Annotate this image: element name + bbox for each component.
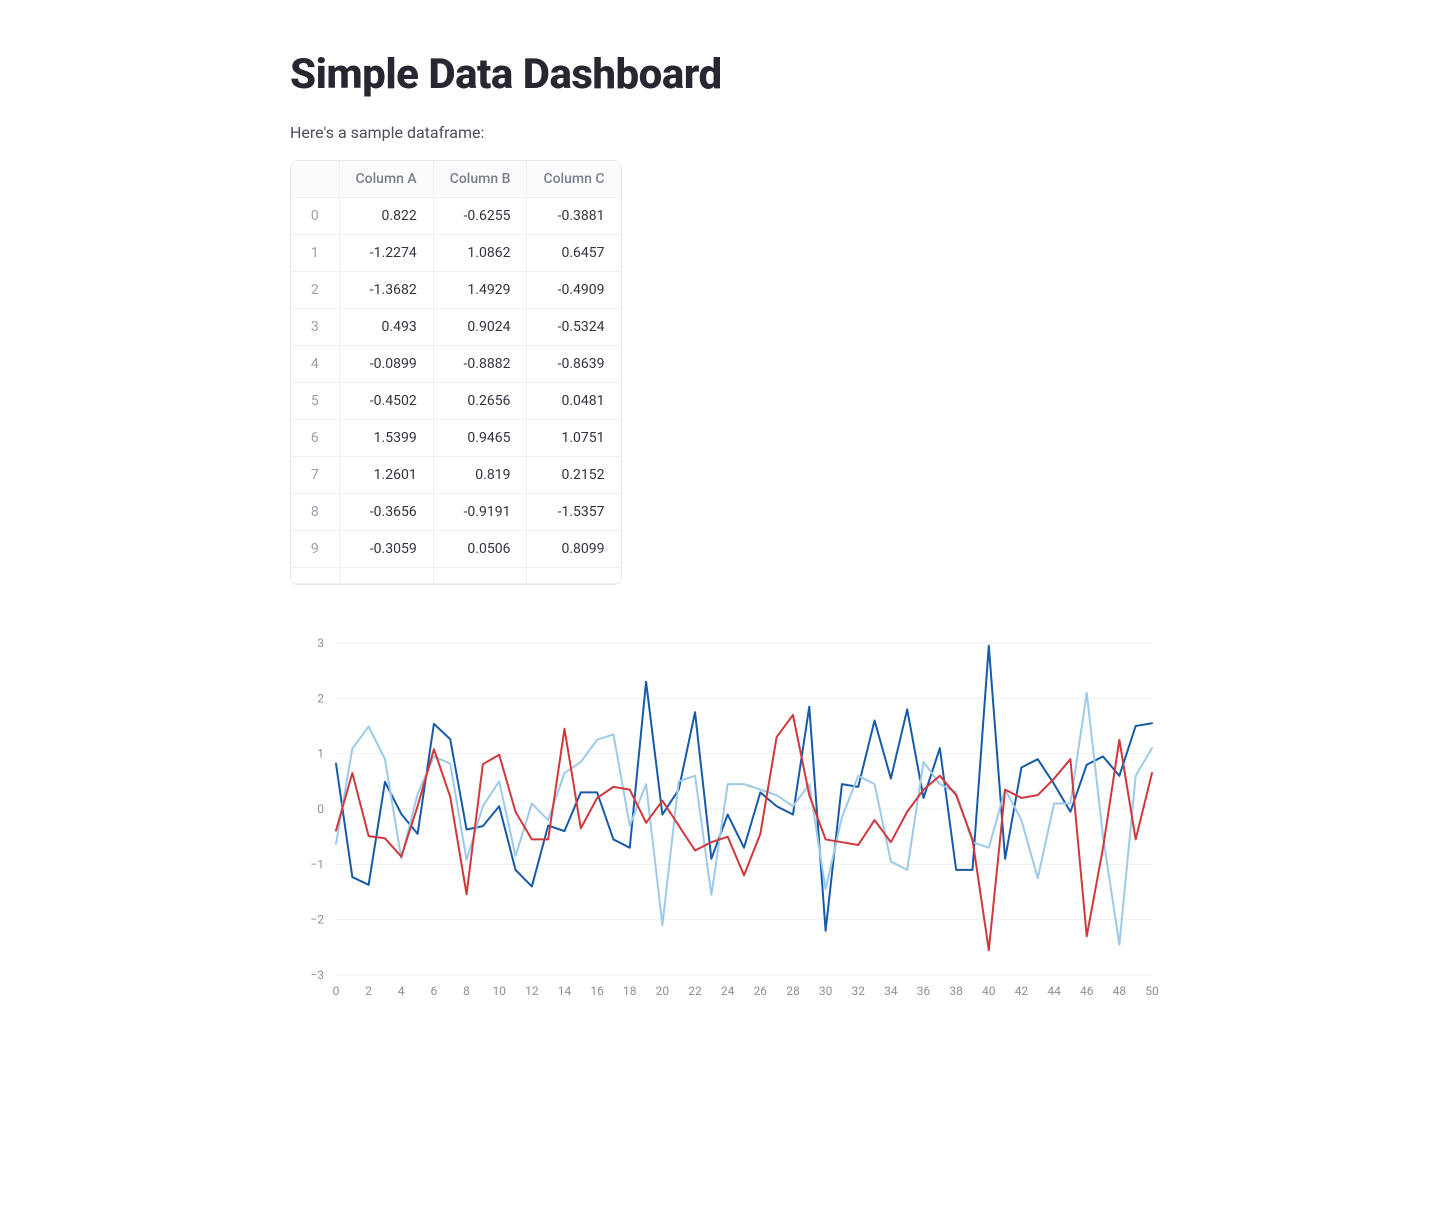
table-cell[interactable]: 1.5399	[339, 420, 433, 457]
table-cell[interactable]: 0.0506	[433, 531, 527, 568]
table-cell[interactable]: -0.3881	[527, 198, 621, 235]
page-root: Simple Data Dashboard Here's a sample da…	[270, 0, 1170, 1049]
x-tick-label: 34	[884, 984, 898, 998]
x-tick-label: 18	[623, 984, 637, 998]
table-cell[interactable]: 0.8099	[527, 531, 621, 568]
x-tick-label: 42	[1015, 984, 1029, 998]
table-cell[interactable]: 0.822	[339, 198, 433, 235]
dataframe-container[interactable]: Column AColumn BColumn C 00.822-0.6255-0…	[290, 160, 622, 585]
table-cell[interactable]: -0.3059	[339, 531, 433, 568]
row-index-cell: 1	[291, 235, 339, 272]
y-tick-label: −2	[310, 913, 324, 927]
table-trailing-blank-row	[291, 568, 621, 584]
row-index-cell: 2	[291, 272, 339, 309]
table-cell[interactable]: 0.2152	[527, 457, 621, 494]
x-tick-label: 12	[525, 984, 539, 998]
table-row: 1-1.22741.08620.6457	[291, 235, 621, 272]
table-cell[interactable]: 0.2656	[433, 383, 527, 420]
y-tick-label: 3	[317, 636, 324, 650]
table-cell[interactable]: -1.2274	[339, 235, 433, 272]
x-tick-label: 16	[590, 984, 604, 998]
table-row: 61.53990.94651.0751	[291, 420, 621, 457]
x-tick-label: 14	[558, 984, 572, 998]
table-cell[interactable]: 1.2601	[339, 457, 433, 494]
x-tick-label: 10	[492, 984, 506, 998]
row-index-cell: 4	[291, 346, 339, 383]
x-tick-label: 44	[1047, 984, 1061, 998]
line-chart-svg: −3−2−10123024681012141618202224262830323…	[290, 629, 1170, 1009]
table-row: 2-1.36821.4929-0.4909	[291, 272, 621, 309]
table-header-row: Column AColumn BColumn C	[291, 161, 621, 198]
x-tick-label: 4	[398, 984, 405, 998]
x-tick-label: 46	[1080, 984, 1094, 998]
table-column-header[interactable]: Column C	[527, 161, 621, 198]
x-tick-label: 2	[365, 984, 372, 998]
table-row: 00.822-0.6255-0.3881	[291, 198, 621, 235]
row-index-cell: 9	[291, 531, 339, 568]
y-tick-label: 0	[317, 802, 324, 816]
x-tick-label: 30	[819, 984, 833, 998]
table-row: 4-0.0899-0.8882-0.8639	[291, 346, 621, 383]
table-cell[interactable]: -1.5357	[527, 494, 621, 531]
table-row: 5-0.45020.26560.0481	[291, 383, 621, 420]
table-cell[interactable]: 1.0862	[433, 235, 527, 272]
table-cell[interactable]: 0.9024	[433, 309, 527, 346]
row-index-cell: 3	[291, 309, 339, 346]
table-cell[interactable]: -0.5324	[527, 309, 621, 346]
y-tick-label: 2	[317, 691, 324, 705]
row-index-cell: 8	[291, 494, 339, 531]
table-cell[interactable]: -0.3656	[339, 494, 433, 531]
x-tick-label: 50	[1145, 984, 1159, 998]
x-tick-label: 40	[982, 984, 996, 998]
y-tick-label: 1	[317, 747, 324, 761]
row-index-cell: 0	[291, 198, 339, 235]
table-cell[interactable]: -0.0899	[339, 346, 433, 383]
line-chart-container[interactable]: −3−2−10123024681012141618202224262830323…	[290, 629, 1150, 1009]
x-tick-label: 32	[851, 984, 865, 998]
table-cell[interactable]: -1.3682	[339, 272, 433, 309]
table-cell[interactable]: 1.4929	[433, 272, 527, 309]
x-tick-label: 8	[463, 984, 470, 998]
table-body: 00.822-0.6255-0.38811-1.22741.08620.6457…	[291, 198, 621, 584]
table-cell[interactable]: 0.9465	[433, 420, 527, 457]
x-tick-label: 20	[656, 984, 670, 998]
x-tick-label: 28	[786, 984, 800, 998]
y-tick-label: −1	[310, 857, 324, 871]
page-title: Simple Data Dashboard	[290, 50, 1150, 99]
table-row: 9-0.30590.05060.8099	[291, 531, 621, 568]
table-cell[interactable]: -0.8639	[527, 346, 621, 383]
y-tick-label: −3	[310, 968, 324, 982]
row-index-cell: 6	[291, 420, 339, 457]
table-cell[interactable]: 0.0481	[527, 383, 621, 420]
page-subtitle: Here's a sample dataframe:	[290, 123, 1150, 142]
table-column-header[interactable]: Column A	[339, 161, 433, 198]
x-tick-label: 26	[754, 984, 768, 998]
x-tick-label: 36	[917, 984, 931, 998]
table-cell[interactable]: 0.493	[339, 309, 433, 346]
table-row: 30.4930.9024-0.5324	[291, 309, 621, 346]
table-cell[interactable]: -0.6255	[433, 198, 527, 235]
table-cell[interactable]: 1.0751	[527, 420, 621, 457]
x-tick-label: 0	[333, 984, 340, 998]
x-tick-label: 22	[688, 984, 702, 998]
table-cell[interactable]: -0.9191	[433, 494, 527, 531]
table-cell[interactable]: 0.6457	[527, 235, 621, 272]
table-corner-cell	[291, 161, 339, 198]
table-cell[interactable]: 0.819	[433, 457, 527, 494]
table-row: 8-0.3656-0.9191-1.5357	[291, 494, 621, 531]
table-row: 71.26010.8190.2152	[291, 457, 621, 494]
table-cell[interactable]: -0.4909	[527, 272, 621, 309]
table-cell[interactable]: -0.4502	[339, 383, 433, 420]
table-cell[interactable]: -0.8882	[433, 346, 527, 383]
dataframe-table: Column AColumn BColumn C 00.822-0.6255-0…	[291, 161, 621, 584]
row-index-cell: 7	[291, 457, 339, 494]
x-tick-label: 48	[1113, 984, 1127, 998]
x-tick-label: 6	[431, 984, 438, 998]
row-index-cell: 5	[291, 383, 339, 420]
x-tick-label: 38	[949, 984, 963, 998]
table-column-header[interactable]: Column B	[433, 161, 527, 198]
x-tick-label: 24	[721, 984, 735, 998]
